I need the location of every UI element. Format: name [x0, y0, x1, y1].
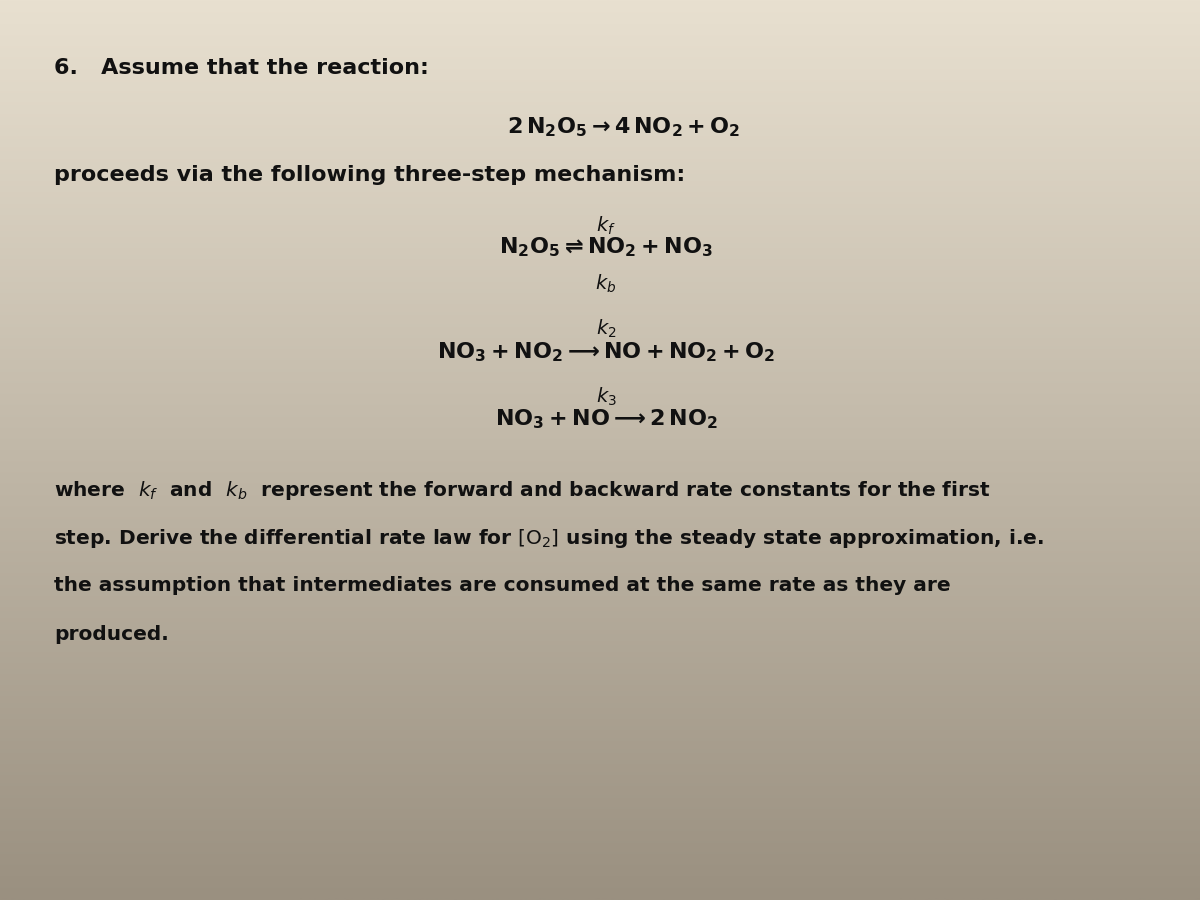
Text: where  $k_f$  and  $k_b$  represent the forward and backward rate constants for : where $k_f$ and $k_b$ represent the forw…: [54, 479, 990, 502]
Text: $\mathbf{2\,N_2O_5 \rightarrow 4\,NO_2 + O_2}$: $\mathbf{2\,N_2O_5 \rightarrow 4\,NO_2 +…: [508, 115, 740, 139]
Text: the assumption that intermediates are consumed at the same rate as they are: the assumption that intermediates are co…: [54, 576, 950, 595]
Text: $\mathbf{NO_3 + NO_2 \longrightarrow NO + NO_2 + O_2}$: $\mathbf{NO_3 + NO_2 \longrightarrow NO …: [437, 340, 775, 364]
Text: 6.   Assume that the reaction:: 6. Assume that the reaction:: [54, 58, 428, 78]
Text: $k_2$: $k_2$: [595, 318, 617, 340]
Text: $k_f$: $k_f$: [596, 214, 616, 237]
Text: $\mathbf{N_2O_5 \rightleftharpoons NO_2 + NO_3}$: $\mathbf{N_2O_5 \rightleftharpoons NO_2 …: [499, 236, 713, 259]
Text: step. Derive the differential rate law for $[\mathrm{O_2}]$ using the steady sta: step. Derive the differential rate law f…: [54, 527, 1044, 551]
Text: $k_3$: $k_3$: [595, 385, 617, 408]
Text: proceeds via the following three-step mechanism:: proceeds via the following three-step me…: [54, 165, 685, 184]
Text: produced.: produced.: [54, 625, 169, 643]
Text: $\mathbf{NO_3 + NO \longrightarrow 2\,NO_2}$: $\mathbf{NO_3 + NO \longrightarrow 2\,NO…: [494, 408, 718, 431]
Text: $k_b$: $k_b$: [595, 273, 617, 295]
